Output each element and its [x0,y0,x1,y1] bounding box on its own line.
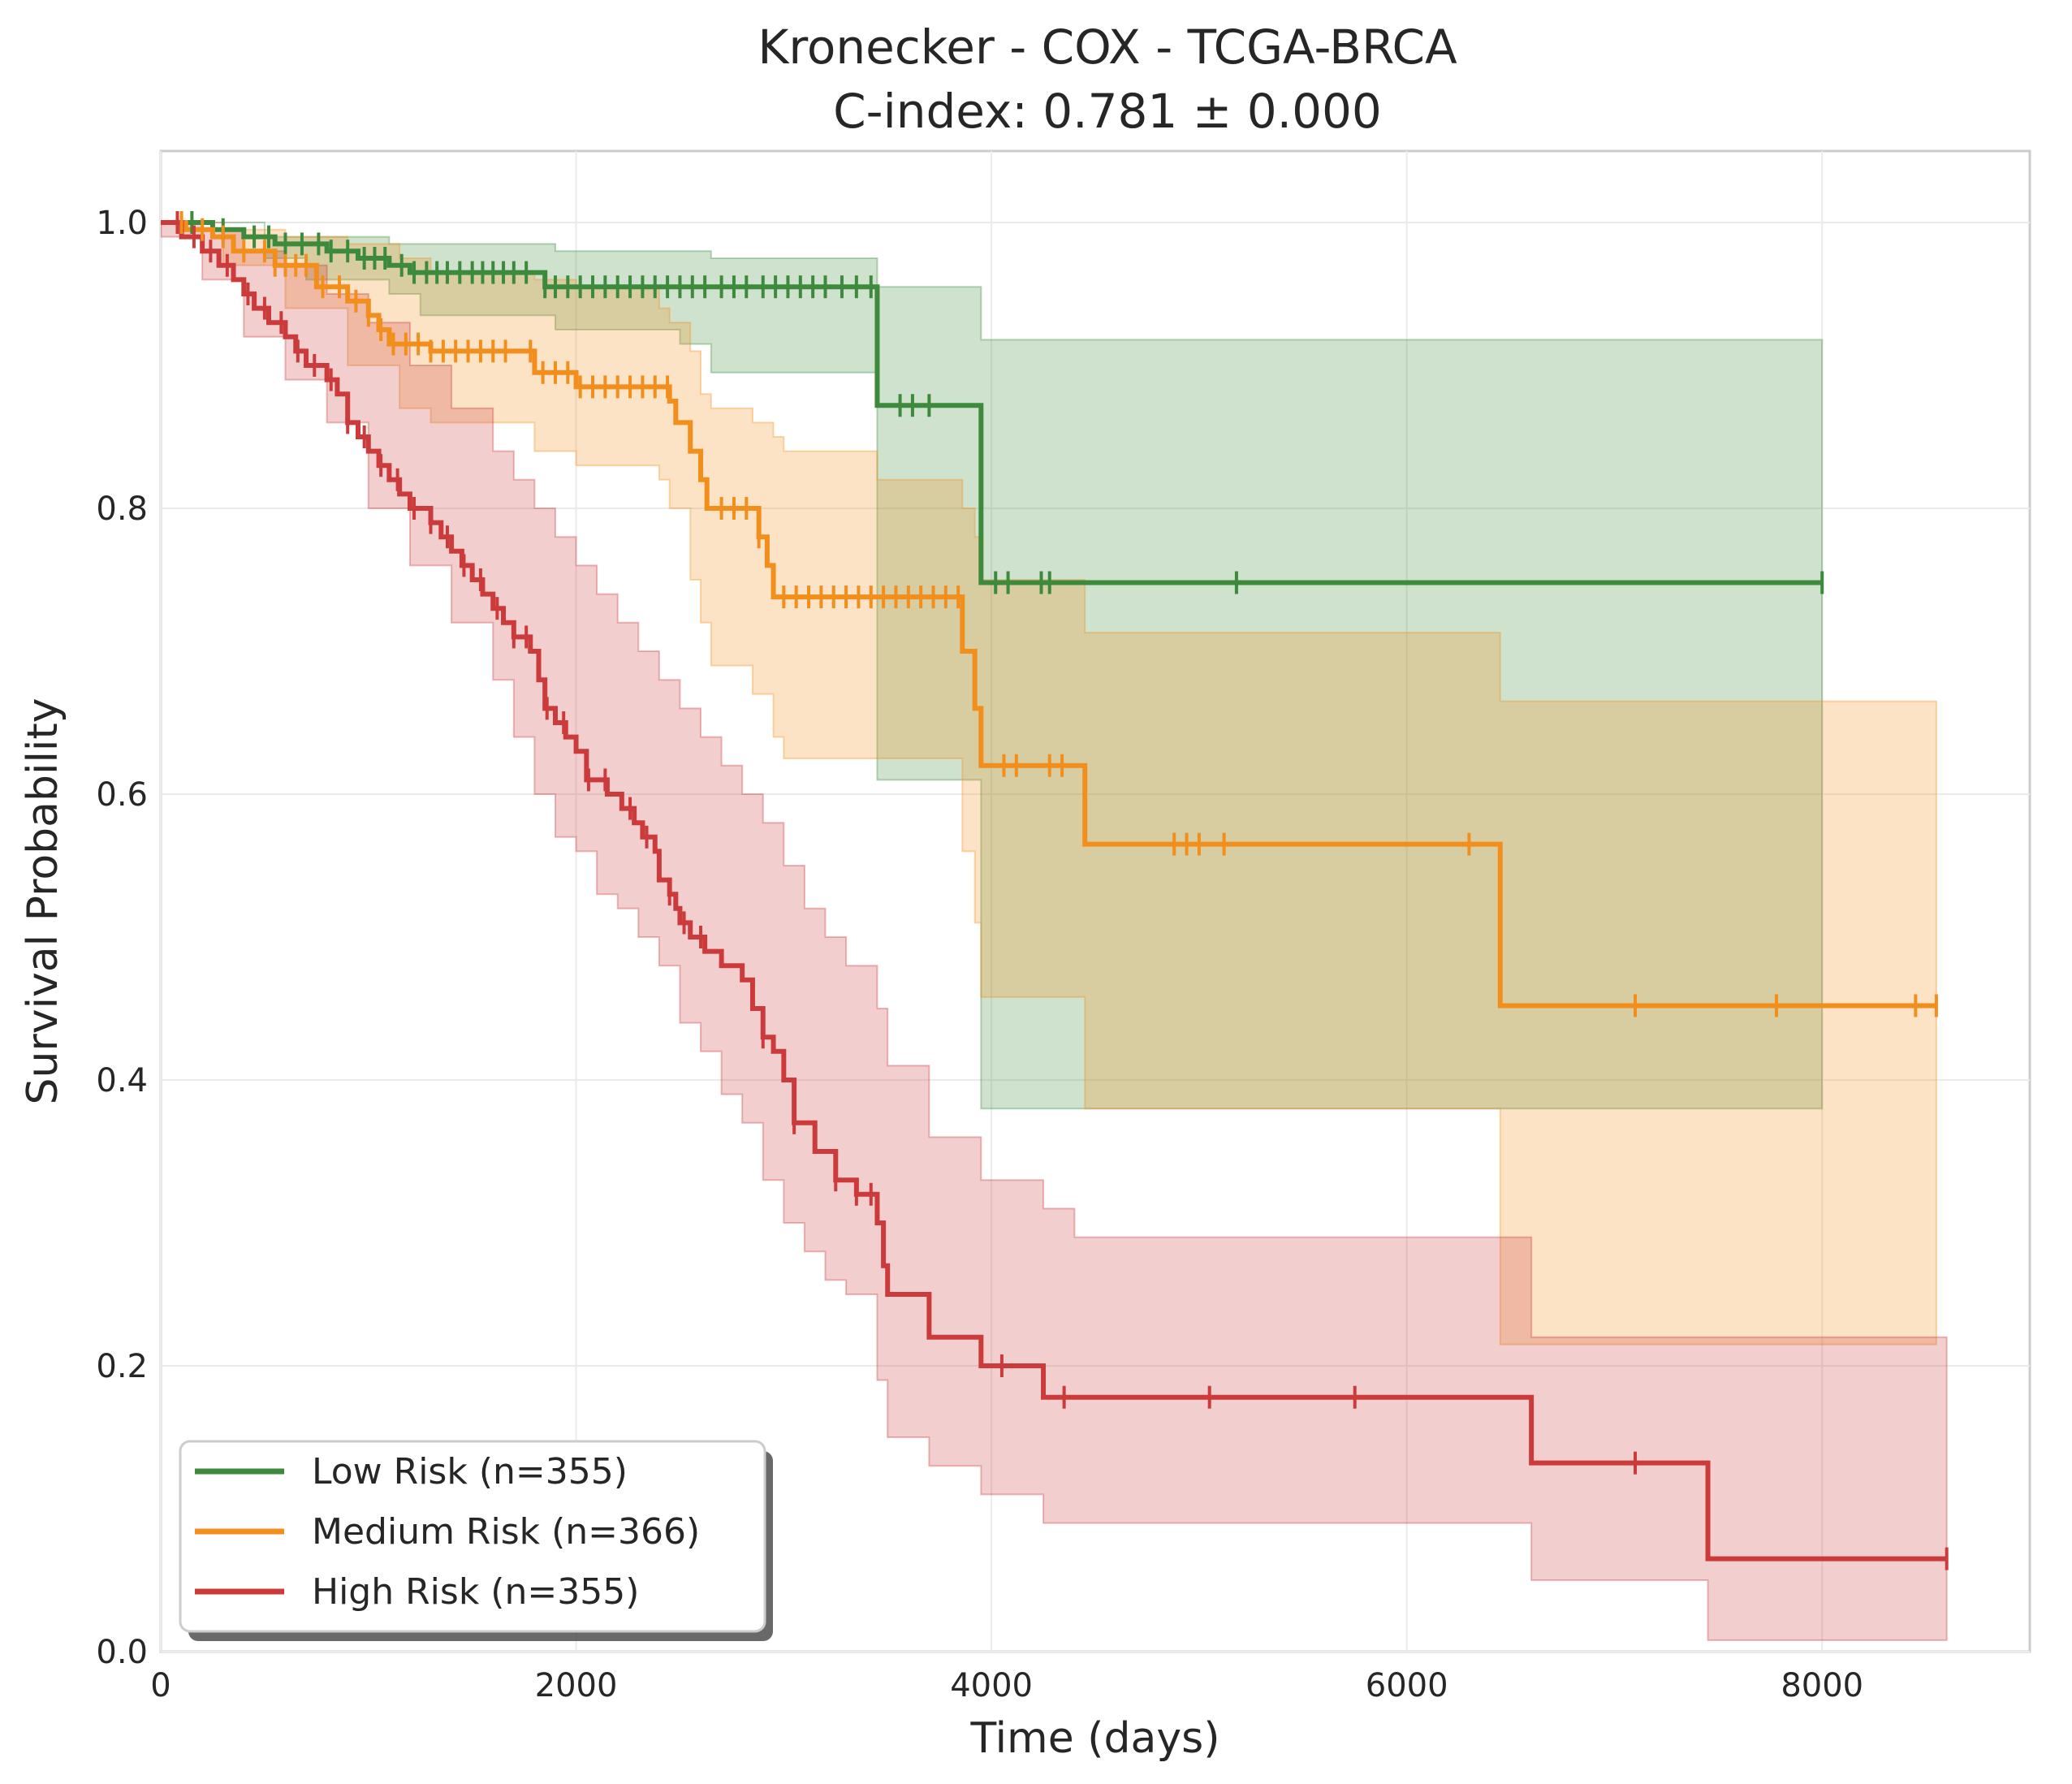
x-tick-label: 0 [150,1667,171,1704]
chart-title-line1: Kronecker - COX - TCGA-BRCA [758,19,1457,75]
legend-box [179,1440,766,1633]
legend: Low Risk (n=355) Medium Risk (n=366) High … [179,1440,773,1641]
survival-line-high [161,220,1947,1562]
y-axis-label: Survival Probability [19,698,67,1104]
x-tick-label: 8000 [1781,1667,1863,1704]
axis-ticks: 0 2000 4000 6000 8000 0.0 0.2 0.4 0.6 0.8 1.0 [96,205,1863,1704]
ci-band-low [161,222,1824,1110]
plot-area [159,149,2031,1653]
y-tick-label: 0.2 [96,1348,148,1385]
x-axis-label: Time (days) [969,1714,1219,1763]
grid-lines [160,151,2030,1652]
y-tick-label: 0.6 [96,776,148,814]
chart-title-line2: C-index: 0.781 ± 0.000 [833,84,1382,139]
ci-band-high [161,222,1948,1641]
confidence-bands [161,222,1948,1641]
legend-items: Low Risk (n=355) Medium Risk (n=366) High … [195,1451,700,1613]
x-tick-label: 6000 [1366,1667,1448,1704]
y-tick-label: 1.0 [96,205,148,242]
censor-marks [175,211,1949,1570]
x-tick-label: 2000 [535,1667,618,1704]
legend-label-medium: Medium Risk (n=366) [312,1511,700,1553]
y-tick-label: 0.4 [96,1062,148,1099]
y-tick-label: 0.8 [96,490,148,528]
legend-label-high: High Risk (n=355) [312,1571,639,1613]
legend-label-low: Low Risk (n=355) [312,1451,628,1492]
y-tick-label: 0.0 [96,1634,148,1671]
x-tick-label: 4000 [950,1667,1033,1704]
